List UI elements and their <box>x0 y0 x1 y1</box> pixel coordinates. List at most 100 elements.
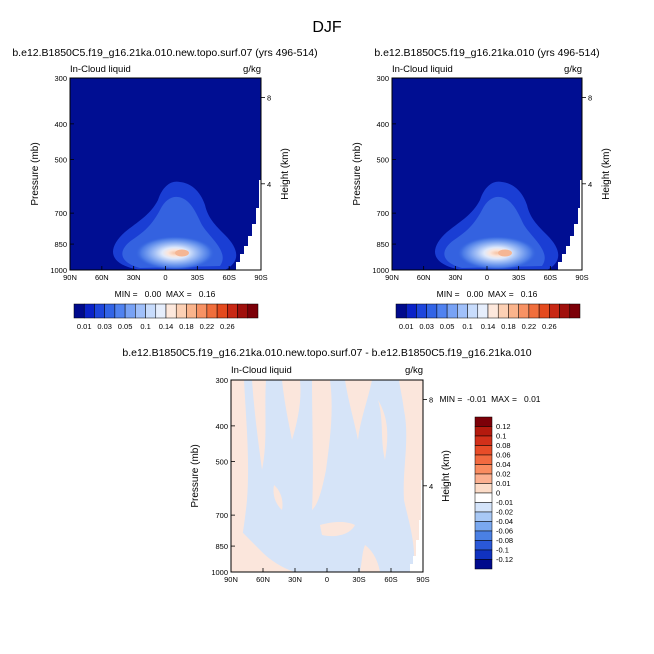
colorbar-box <box>474 445 493 456</box>
colorbar-label: 0.05 <box>118 322 133 331</box>
panel-3-topography-mask <box>410 480 423 572</box>
x-tick-label: 0 <box>485 273 489 282</box>
colorbar-label: 0.06 <box>496 451 511 460</box>
colorbar-box <box>474 435 493 446</box>
colorbar-box <box>474 483 493 494</box>
panel-1-y-axis: 300 400 500 700 850 1000 <box>50 74 74 275</box>
colorbar-box <box>569 303 581 319</box>
x-tick-label: 90S <box>254 273 267 282</box>
colorbar-label: 0.1 <box>462 322 472 331</box>
colorbar-box <box>416 303 427 319</box>
panel-3-title: b.e12.B1850C5.f19_g16.21ka.010.new.topo.… <box>122 347 531 359</box>
colorbar-box <box>518 303 530 319</box>
x-tick-label: 30N <box>288 575 302 584</box>
y-right-tick-label: 8 <box>267 94 271 103</box>
x-tick-label: 90S <box>416 575 429 584</box>
panel-3-colorbar: 0.120.10.080.060.040.020.010-0.01-0.02-0… <box>474 416 513 570</box>
colorbar-label: 0.04 <box>496 460 511 469</box>
colorbar-box <box>237 303 249 319</box>
colorbar-label: -0.1 <box>496 546 509 555</box>
panel-2-ylabel-right: Height (km) <box>601 148 612 200</box>
panel-2-x-axis: 90N 60N 30N 0 30S 60S 90S <box>385 266 589 282</box>
y-tick-label: 850 <box>54 240 67 249</box>
colorbar-label: 0.14 <box>481 322 496 331</box>
colorbar-box <box>206 303 218 319</box>
colorbar-box <box>135 303 146 319</box>
y-right-tick-label: 8 <box>429 396 433 405</box>
y-tick-label: 300 <box>376 74 389 83</box>
colorbar-label: 0.18 <box>179 322 194 331</box>
colorbar-label: 0.03 <box>419 322 434 331</box>
x-tick-label: 30S <box>352 575 365 584</box>
colorbar-box <box>508 303 519 319</box>
colorbar-box <box>155 303 167 319</box>
colorbar-box <box>467 303 479 319</box>
colorbar-box <box>395 303 407 319</box>
y-tick-label: 1000 <box>50 266 67 275</box>
colorbar-box <box>94 303 105 319</box>
y-tick-label: 300 <box>54 74 67 83</box>
colorbar-label: -0.08 <box>496 536 513 545</box>
colorbar-box <box>104 303 116 319</box>
y-tick-label: 300 <box>215 376 228 385</box>
colorbar-label: 0.1 <box>140 322 150 331</box>
colorbar-box <box>186 303 197 319</box>
panel-3-ylabel: Pressure (mb) <box>190 444 201 507</box>
x-tick-label: 90N <box>63 273 77 282</box>
panel-3: b.e12.B1850C5.f19_g16.21ka.010.new.topo.… <box>122 347 540 584</box>
y-tick-label: 700 <box>54 209 67 218</box>
x-tick-label: 60S <box>222 273 235 282</box>
colorbar-label: 0.14 <box>159 322 174 331</box>
y-right-tick-label: 8 <box>588 94 592 103</box>
y-tick-label: 700 <box>376 209 389 218</box>
x-tick-label: 30S <box>191 273 204 282</box>
panel-1-x-axis: 90N 60N 30N 0 30S 60S 90S <box>63 266 268 282</box>
colorbar-box <box>436 303 448 319</box>
colorbar-box <box>474 549 493 560</box>
colorbar-box <box>175 303 187 319</box>
colorbar-box <box>73 303 85 319</box>
colorbar-label: -0.12 <box>496 555 513 564</box>
colorbar-label: 0.02 <box>496 470 511 479</box>
panel-2-y-axis: 300 400 500 700 850 1000 <box>372 74 396 275</box>
panel-3-ylabel-right: Height (km) <box>441 450 452 502</box>
panel-1-left-label: In-Cloud liquid <box>70 64 131 75</box>
colorbar-box <box>474 530 493 541</box>
colorbar-box <box>114 303 126 319</box>
y-tick-label: 400 <box>215 422 228 431</box>
y-tick-label: 500 <box>215 457 228 466</box>
panel-2: b.e12.B1850C5.f19_g16.21ka.010 (yrs 496-… <box>352 47 612 331</box>
panel-1-y-axis-right: 84 <box>261 94 271 189</box>
panel-2-ylabel: Pressure (mb) <box>352 142 363 205</box>
panel-1-right-label: g/kg <box>243 64 261 75</box>
panel-2-contour-core <box>457 236 537 270</box>
colorbar-box <box>426 303 438 319</box>
colorbar-box <box>497 303 509 319</box>
colorbar-box <box>405 303 417 319</box>
x-tick-label: 90N <box>385 273 399 282</box>
panel-2-title: b.e12.B1850C5.f19_g16.21ka.010 (yrs 496-… <box>374 47 599 59</box>
colorbar-label: -0.06 <box>496 527 513 536</box>
colorbar-label: 0.08 <box>496 441 511 450</box>
colorbar-box <box>474 540 493 551</box>
colorbar-box <box>247 303 259 319</box>
panel-1-stats: MIN = 0.00 MAX = 0.16 <box>115 289 216 299</box>
colorbar-box <box>165 303 177 319</box>
figure-title: DJF <box>312 19 342 36</box>
colorbar-label: 0.22 <box>522 322 537 331</box>
colorbar-box <box>83 303 95 319</box>
x-tick-label: 90N <box>224 575 238 584</box>
colorbar-box <box>124 303 136 319</box>
panel-3-left-label: In-Cloud liquid <box>231 365 292 376</box>
colorbar-box <box>145 303 157 319</box>
colorbar-box <box>216 303 228 319</box>
y-tick-label: 700 <box>215 511 228 520</box>
panel-2-left-label: In-Cloud liquid <box>392 64 453 75</box>
colorbar-box <box>457 303 468 319</box>
panel-1-ylabel-right: Height (km) <box>280 148 291 200</box>
colorbar-box <box>474 454 493 465</box>
colorbar-box <box>528 303 540 319</box>
panel-1-topography-mask <box>236 180 261 270</box>
panel-1-colorbar: 0.01 0.03 0.05 0.1 0.14 0.18 0.22 0.26 <box>73 303 259 331</box>
